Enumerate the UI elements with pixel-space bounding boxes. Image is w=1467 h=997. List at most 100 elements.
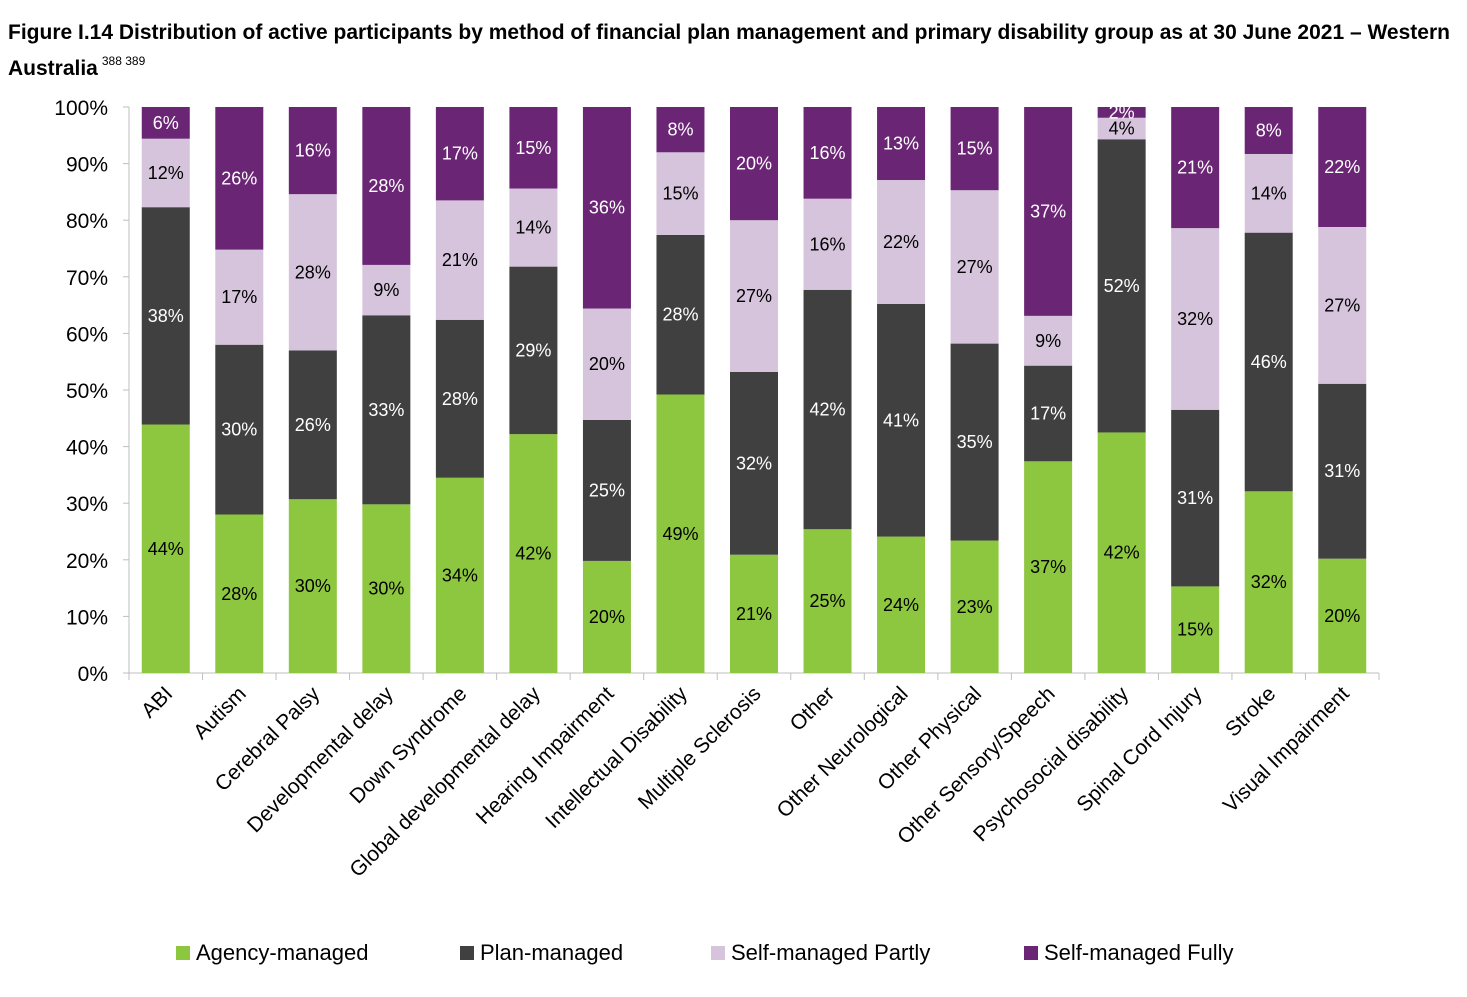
bar-segment — [1171, 228, 1220, 410]
bar-segment — [141, 424, 190, 673]
data-label: 31% — [1324, 461, 1360, 481]
data-label: 9% — [373, 280, 399, 300]
data-label: 22% — [1324, 157, 1360, 177]
bar-segment — [215, 249, 264, 345]
data-label: 16% — [295, 141, 331, 161]
x-tick-label: Other Neurological — [773, 682, 913, 822]
bar-segment — [803, 198, 852, 290]
bar-segment — [1244, 107, 1293, 154]
data-label: 27% — [736, 286, 772, 306]
data-label: 9% — [1035, 331, 1061, 351]
bar-segment — [1244, 153, 1293, 233]
x-tick-label: Developmental delay — [243, 682, 398, 837]
data-label: 23% — [957, 597, 993, 617]
bar-segment — [1318, 107, 1367, 227]
data-label: 28% — [442, 389, 478, 409]
bar-segment — [1318, 226, 1367, 384]
y-tick-label: 70% — [66, 267, 108, 290]
bar-segment — [288, 499, 337, 673]
bar-segments — [141, 107, 1367, 673]
bar-segment — [1097, 139, 1146, 433]
bar-segment — [656, 152, 705, 235]
bar-segment — [950, 190, 999, 344]
data-label: 22% — [883, 232, 919, 252]
bar-segment — [509, 188, 558, 267]
legend-item: Self-managed Partly — [711, 940, 930, 966]
data-label: 2% — [1109, 102, 1135, 122]
bar-segment — [582, 107, 631, 309]
bar-segment — [950, 343, 999, 541]
data-label: 25% — [589, 480, 625, 500]
data-label: 32% — [1177, 309, 1213, 329]
y-tick-label: 30% — [66, 493, 108, 516]
data-label: 52% — [1104, 276, 1140, 296]
bar-segment — [362, 107, 411, 265]
data-label: 44% — [148, 539, 184, 559]
data-label: 34% — [442, 565, 478, 585]
data-label: 36% — [589, 198, 625, 218]
legend-item: Plan-managed — [460, 940, 623, 966]
data-label: 30% — [221, 420, 257, 440]
data-label: 28% — [221, 584, 257, 604]
bar-segment — [288, 107, 337, 195]
bar-segment — [1024, 365, 1073, 462]
data-label: 24% — [883, 595, 919, 615]
data-label: 8% — [1256, 120, 1282, 140]
legend-item: Agency-managed — [176, 940, 368, 966]
bar-segment — [730, 554, 778, 673]
y-tick-label: 90% — [66, 154, 108, 177]
bar-segment — [288, 350, 337, 500]
bar-segment — [877, 303, 926, 537]
y-axis: 0% 10% 20% 30% 40% 50% 60% 70% 80% 90% 100% — [54, 97, 130, 686]
bar-segment — [1171, 409, 1220, 587]
data-label: 46% — [1251, 352, 1287, 372]
bar-segment — [215, 514, 264, 673]
bar-segment — [730, 371, 778, 555]
x-tick-label: Spinal Cord Injury — [1072, 682, 1207, 817]
data-label: 26% — [221, 168, 257, 188]
bar-segment — [141, 207, 190, 425]
data-label: 16% — [810, 143, 846, 163]
data-labels: 44% 38% 12% 6% 28% 30% 17% 26% 30% 26% 28% 16% 30% 33… — [148, 102, 1361, 639]
legend-swatch — [460, 946, 474, 960]
bar-segment — [1097, 107, 1146, 118]
bar-segment — [1024, 315, 1073, 366]
bar-segment — [1171, 586, 1220, 673]
data-label: 38% — [148, 306, 184, 326]
data-label: 15% — [1177, 620, 1213, 640]
bar-segment — [362, 504, 411, 673]
data-label: 26% — [295, 415, 331, 435]
bar-segment — [877, 536, 926, 673]
bar-segment — [435, 200, 484, 320]
bar-segment — [656, 394, 705, 673]
bar-segment — [730, 220, 778, 372]
bar-segment — [1171, 107, 1220, 229]
data-label: 28% — [295, 262, 331, 282]
data-label: 16% — [810, 234, 846, 254]
bar-segment — [582, 560, 631, 673]
data-label: 42% — [1104, 543, 1140, 563]
legend: Agency-managed Plan-managed Self-managed P… — [0, 940, 1467, 974]
bar-segment — [803, 107, 852, 199]
bar-segment — [803, 529, 852, 673]
bar-segment — [362, 264, 411, 316]
bar-segment — [950, 107, 999, 191]
bar-segment — [1244, 491, 1293, 673]
x-tick-label: Hearing Impairment — [472, 682, 619, 829]
bar-segment — [509, 266, 558, 435]
legend-swatch — [176, 946, 190, 960]
bar-segment — [582, 308, 631, 420]
bar-segment — [1024, 461, 1073, 673]
bar-segment — [656, 234, 705, 395]
y-tick-label: 0% — [78, 663, 108, 686]
y-tick-label: 10% — [66, 606, 108, 629]
data-label: 42% — [515, 544, 551, 564]
data-label: 28% — [662, 305, 698, 325]
x-tick-label: Intellectual Disability — [541, 682, 692, 833]
bar-segment — [1318, 383, 1367, 559]
bar-segment — [509, 434, 558, 673]
legend-label: Agency-managed — [196, 940, 369, 965]
legend-label: Plan-managed — [480, 940, 624, 965]
